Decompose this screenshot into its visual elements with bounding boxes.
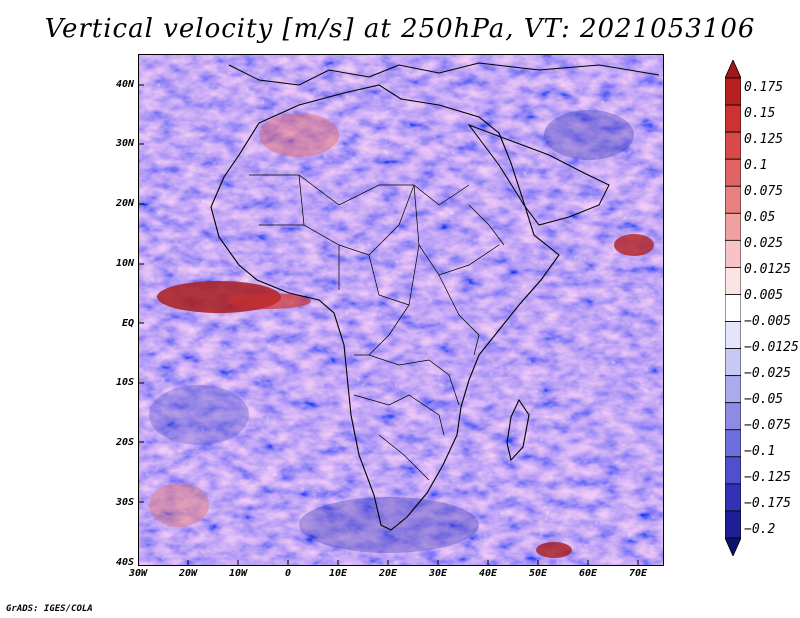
colorbar-swatch — [725, 402, 741, 431]
lon-label: 40E — [478, 568, 498, 579]
colorbar-level-label: 0.125 — [744, 132, 784, 147]
lat-label: 20S — [115, 437, 134, 448]
lon-label: 0 — [284, 568, 292, 579]
chart-title: Vertical velocity [m/s] at 250hPa, VT: 2… — [44, 14, 756, 44]
ascent-sahara-north — [259, 113, 339, 157]
lon-label: 20W — [178, 568, 198, 579]
frame-ticks — [139, 84, 639, 565]
colorbar-level-label: 0.175 — [744, 80, 784, 95]
colorbar-swatch — [725, 239, 741, 268]
country-borders — [249, 174, 505, 481]
ascent-south-indian-ocean — [536, 542, 572, 558]
colorbar-swatch — [725, 456, 741, 485]
madagascar-coastline — [506, 398, 530, 462]
descent-south-atlantic — [299, 497, 479, 553]
colorbar-level-label: −0.0125 — [744, 340, 799, 355]
colorbar-swatch — [725, 77, 741, 106]
africa-coastline — [210, 84, 560, 531]
lat-label: 10N — [115, 258, 134, 269]
colorbar-level-label: −0.005 — [744, 314, 791, 329]
colorbar-swatch — [725, 375, 741, 404]
colorbar — [725, 60, 741, 556]
arabia-coastline — [467, 123, 610, 226]
lon-label: 20E — [378, 568, 398, 579]
lon-label: 30W — [128, 568, 148, 579]
lon-label: 10E — [328, 568, 348, 579]
colorbar-swatch — [725, 104, 741, 133]
colorbar-swatch — [725, 131, 741, 160]
vertical-velocity-map — [138, 54, 664, 566]
lat-label: 30N — [115, 138, 134, 149]
colorbar-level-label: 0.0125 — [744, 262, 791, 277]
colorbar-level-label: −0.1 — [744, 444, 776, 459]
descent-west-atlantic — [149, 385, 249, 445]
colorbar-swatch — [725, 348, 741, 377]
colorbar-level-label: −0.2 — [744, 522, 776, 537]
colorbar-swatch — [725, 158, 741, 187]
lon-label: 10W — [228, 568, 248, 579]
lat-label: 10S — [115, 377, 134, 388]
ascent-arabian-sea — [614, 234, 654, 256]
colorbar-level-label: 0.05 — [744, 210, 776, 225]
lon-label: 70E — [628, 568, 648, 579]
colorbar-swatch — [725, 60, 741, 79]
ascent-streak-gulf — [227, 293, 311, 309]
colorbar-level-label: −0.025 — [744, 366, 791, 381]
colorbar-level-label: 0.075 — [744, 184, 784, 199]
europe-coastline — [228, 62, 660, 86]
colorbar-swatch — [725, 321, 741, 349]
colorbar-level-label: −0.125 — [744, 470, 791, 485]
lat-label: 30S — [115, 497, 134, 508]
colorbar-level-label: 0.15 — [744, 106, 776, 121]
descent-arabia — [544, 110, 634, 160]
lon-label: 60E — [578, 568, 598, 579]
colorbar-level-label: −0.075 — [744, 418, 791, 433]
colorbar-swatch — [725, 429, 741, 458]
colorbar-swatch — [725, 212, 741, 241]
colorbar-swatch — [725, 294, 741, 322]
map-canvas — [139, 55, 663, 565]
lon-label: 50E — [528, 568, 548, 579]
lat-label: 40S — [115, 557, 134, 568]
colorbar-level-label: 0.1 — [744, 158, 768, 173]
colorbar-swatch — [725, 185, 741, 214]
colorbar-level-label: 0.025 — [744, 236, 784, 251]
lat-label: 40N — [115, 79, 134, 90]
colorbar-level-label: 0.005 — [744, 288, 784, 303]
colorbar-swatch — [725, 483, 741, 512]
colorbar-level-label: −0.175 — [744, 496, 791, 511]
colorbar-level-label: −0.05 — [744, 392, 784, 407]
colorbar-swatch — [725, 537, 741, 556]
lon-label: 30E — [428, 568, 448, 579]
lat-label: EQ — [121, 318, 134, 329]
ascent-south-atlantic — [149, 483, 209, 527]
colorbar-swatch — [725, 267, 741, 295]
lat-label: 20N — [115, 198, 134, 209]
credit-text: GrADS: IGES/COLA — [6, 604, 93, 614]
colorbar-swatch — [725, 510, 741, 539]
